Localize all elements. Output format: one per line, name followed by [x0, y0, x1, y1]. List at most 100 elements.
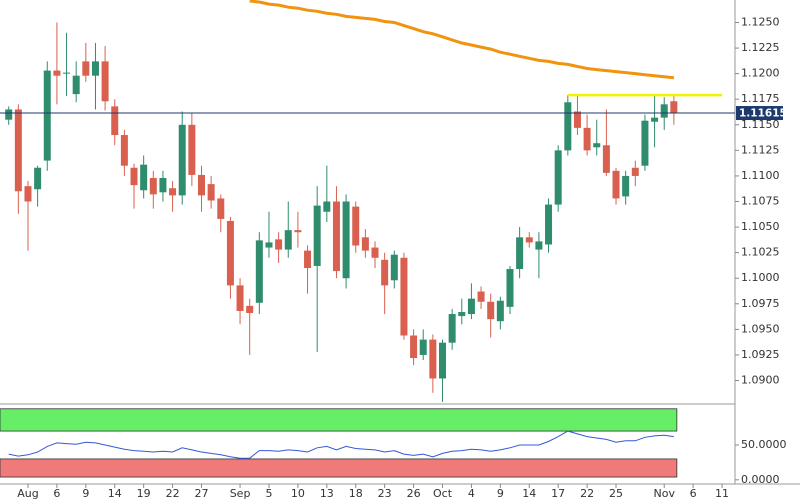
x-tick-label: Sep	[230, 487, 251, 500]
y-tick-label: 1.1200	[741, 67, 780, 80]
candle-body	[91, 61, 99, 76]
x-tick-label: 5	[265, 487, 272, 500]
x-tick-label: 9	[82, 487, 89, 500]
y-tick-label: 1.0900	[741, 374, 780, 387]
candle-body	[390, 254, 398, 281]
x-tick-label: 22	[580, 487, 594, 500]
candle-body	[43, 70, 51, 161]
candle-body	[400, 257, 408, 336]
candle-body	[140, 164, 148, 191]
candle-body	[149, 177, 157, 195]
indicator-band	[0, 408, 678, 432]
candle-body	[631, 167, 639, 176]
candle-body	[111, 106, 119, 136]
x-tick-label: 11	[715, 487, 729, 500]
candle-body	[34, 167, 42, 190]
y-tick-label: 1.1025	[741, 246, 780, 259]
candle-body	[101, 61, 109, 102]
candle-body	[573, 111, 581, 128]
candle-body	[63, 72, 71, 74]
candle-body	[14, 109, 22, 192]
candle-body	[188, 124, 196, 175]
candle-body	[169, 188, 177, 196]
y-tick-label: 1.1050	[741, 220, 780, 233]
candle-body	[313, 205, 321, 266]
y-tick-label: 1.1125	[741, 143, 780, 156]
x-tick-label: 22	[166, 487, 180, 500]
x-tick-label: 18	[349, 487, 363, 500]
candle-body	[477, 291, 485, 302]
candle-body	[525, 237, 533, 243]
candle-body	[236, 285, 244, 311]
indicator-line	[8, 430, 674, 459]
candle-body	[458, 311, 466, 317]
candle-body	[323, 201, 331, 212]
x-tick-label: 23	[378, 487, 392, 500]
candle-body	[178, 124, 186, 196]
candle-body	[198, 174, 205, 196]
candle-body	[535, 241, 543, 250]
y-tick-label: 1.1225	[741, 41, 780, 54]
x-tick-label: Aug	[17, 487, 38, 500]
candle-body	[24, 186, 32, 202]
x-tick-label: 10	[291, 487, 305, 500]
candle-body	[448, 314, 456, 343]
candle-body	[622, 175, 630, 197]
y-tick-label: 1.0975	[741, 297, 780, 310]
x-tick-label: 4	[468, 487, 475, 500]
y-tick-label: 0.0000	[741, 473, 780, 486]
candle-body	[564, 102, 572, 151]
candle-body	[429, 339, 437, 379]
candle-body	[361, 237, 369, 251]
candle-body	[641, 120, 649, 166]
candle-body	[516, 237, 524, 270]
candle-body	[410, 335, 418, 359]
candle-body	[670, 101, 678, 114]
candle-body	[583, 127, 591, 151]
candle-body	[332, 201, 340, 272]
candle-body	[612, 170, 620, 199]
candle-body	[207, 184, 215, 201]
candle-body	[72, 75, 80, 95]
x-tick-label: 17	[551, 487, 565, 500]
candle-body	[651, 117, 659, 122]
indicator-band	[0, 458, 678, 478]
candle-body	[284, 230, 292, 250]
y-tick-label: 1.1100	[741, 169, 780, 182]
candle-body	[545, 204, 553, 245]
x-tick-label: 25	[609, 487, 623, 500]
candle-body	[593, 143, 601, 148]
candle-body	[506, 269, 514, 307]
candle-body	[5, 109, 13, 120]
y-tick-label: 1.1150	[741, 118, 780, 131]
x-tick-label: 26	[407, 487, 421, 500]
y-tick-label: 1.1000	[741, 271, 780, 284]
x-tick-label: Nov	[653, 487, 675, 500]
candle-body	[226, 220, 234, 286]
x-tick-label: 13	[320, 487, 334, 500]
candle-body	[130, 167, 138, 186]
candle-body	[352, 206, 360, 246]
candle-body	[660, 104, 668, 118]
candle-body	[602, 145, 610, 173]
x-tick-label: 6	[53, 487, 60, 500]
candle-body	[159, 177, 167, 193]
candle-body	[304, 250, 312, 268]
y-tick-label: 1.0950	[741, 322, 780, 335]
candle-body	[342, 201, 350, 279]
candle-body	[246, 305, 254, 314]
candle-body	[381, 259, 389, 286]
y-tick-label: 50.0000	[741, 438, 787, 451]
x-tick-label: Oct	[433, 487, 453, 500]
x-tick-label: 14	[522, 487, 536, 500]
y-tick-label: 1.1175	[741, 92, 780, 105]
candle-body	[217, 198, 225, 219]
x-tick-label: 27	[195, 487, 209, 500]
candle-body	[371, 247, 379, 258]
candle-body	[439, 342, 446, 379]
x-tick-label: 14	[108, 487, 122, 500]
candle-body	[419, 339, 427, 355]
last-price-box	[736, 106, 783, 121]
